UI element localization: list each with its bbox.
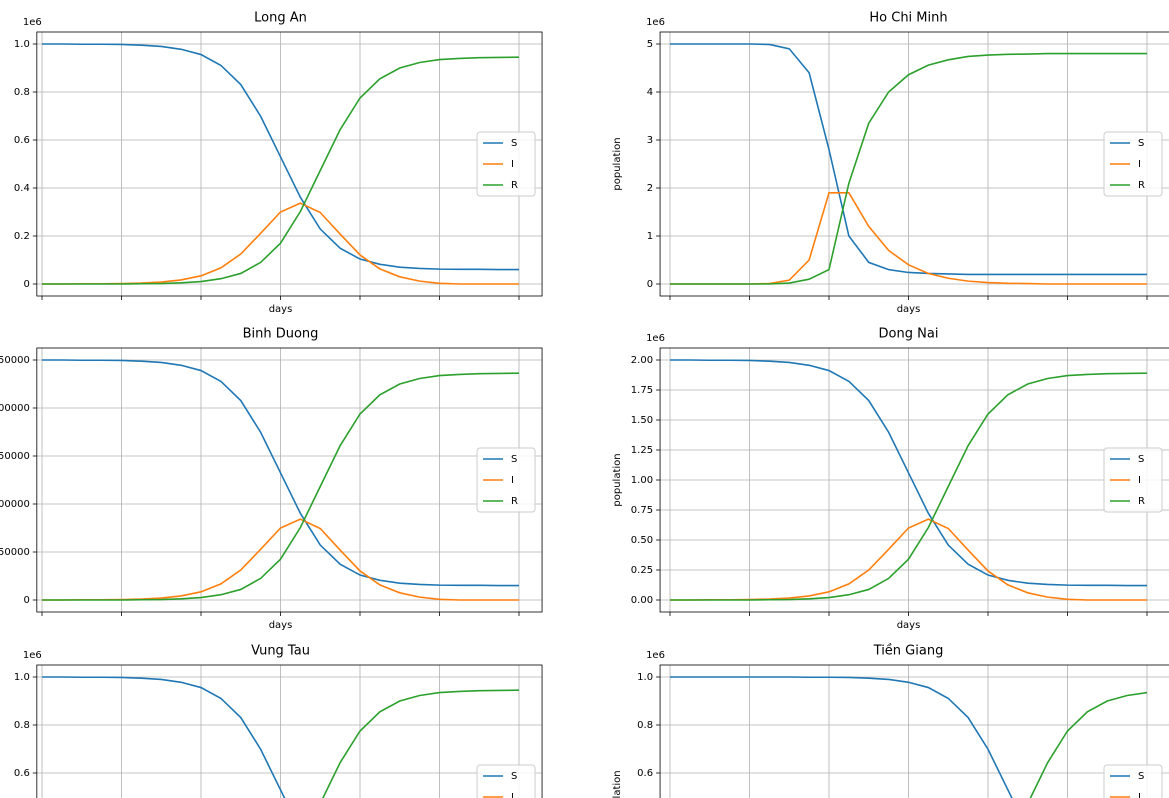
y-tick-label: 5 [647, 39, 653, 50]
y-tick-label: 0.6 [14, 135, 30, 146]
y-tick-label: 1.25 [631, 445, 653, 456]
legend-label: S [511, 454, 517, 465]
legend-label: I [1138, 475, 1141, 486]
y-axis-label: population [612, 770, 623, 798]
legend-label: S [1138, 771, 1144, 782]
chart-title: Long An [254, 11, 307, 26]
chart-title: Ho Chi Minh [869, 11, 947, 26]
legend-box [1103, 764, 1163, 798]
chart-title: Binh Duong [243, 327, 319, 342]
y-tick-label: 0.2 [14, 231, 30, 242]
series-line [42, 676, 286, 798]
legend-label: I [511, 475, 514, 486]
legend-box [476, 131, 536, 197]
chart-title: Dong Nai [879, 327, 939, 342]
legend-label: I [511, 159, 514, 170]
x-axis-label: days [897, 620, 921, 631]
y-tick-label: 1.0 [14, 672, 30, 683]
y-tick-label: 4 [647, 87, 653, 98]
legend-label: S [1138, 138, 1144, 149]
legend-box [1103, 131, 1163, 197]
y-tick-label: 0.8 [14, 720, 30, 731]
y-tick-label: 150000 [0, 451, 30, 462]
y-tick-label: 0.8 [14, 87, 30, 98]
legend-label: S [511, 138, 517, 149]
x-axis-label: days [897, 304, 921, 315]
y-tick-label: 0.25 [631, 565, 653, 576]
y-tick-label: 0.75 [631, 505, 653, 516]
y-tick-label: 1.75 [631, 385, 653, 396]
series-line [42, 56, 520, 285]
subplot: 0 0.2 0.4 0.6 0.8 1.0 Long An 1e6 days SIR [14, 11, 543, 315]
series-line [670, 372, 1148, 601]
series-line [670, 359, 1147, 587]
offset-text: 1e6 [646, 333, 665, 344]
y-tick-label: 0 [647, 279, 653, 290]
axes-frame [36, 664, 543, 798]
x-axis-label: days [269, 304, 293, 315]
offset-text: 1e6 [646, 17, 665, 28]
y-tick-label: 0.6 [14, 768, 30, 779]
legend-label: R [511, 496, 518, 507]
series-line [670, 676, 1013, 798]
legend-label: I [1138, 159, 1141, 170]
offset-text: 1e6 [23, 17, 42, 28]
legend-box [476, 447, 536, 513]
subplot: 0.00 0.25 0.50 0.75 1.00 1.25 1.50 1.75 2.00 Dong… [612, 327, 1169, 631]
legend-label: S [511, 771, 517, 782]
legend-box [476, 764, 536, 798]
axes-frame [36, 31, 543, 297]
subplot: 0 1 2 3 4 5 Ho Chi Minh 1e6 days population SIR [612, 11, 1169, 315]
y-tick-label: 0.00 [631, 595, 653, 606]
axes-frame [659, 31, 1169, 297]
axes-frame [659, 347, 1169, 613]
series-line [42, 372, 520, 601]
series-line [670, 43, 1147, 276]
y-tick-label: 1.00 [631, 475, 653, 486]
legend-label: R [511, 180, 518, 191]
offset-text: 1e6 [646, 650, 665, 661]
y-tick-label: 1.0 [637, 672, 653, 683]
y-tick-label: 2.00 [631, 355, 653, 366]
chart-title: Vung Tau [251, 644, 310, 659]
y-tick-label: 1 [647, 231, 653, 242]
y-axis-label: population [612, 453, 623, 506]
axes-frame [659, 664, 1169, 798]
subplot: 0 50000 100000 150000 200000 250000 Binh Duong… [0, 327, 543, 631]
y-tick-label: 0.50 [631, 535, 653, 546]
y-tick-label: 1.50 [631, 415, 653, 426]
chart-title: Tiền Giang [873, 644, 944, 659]
legend-label: I [1138, 792, 1141, 798]
y-tick-label: 0 [23, 279, 29, 290]
legend-label: S [1138, 454, 1144, 465]
legend-label: R [1138, 180, 1145, 191]
series-line [670, 52, 1147, 285]
series-line [322, 689, 520, 798]
y-tick-label: 0.4 [14, 183, 30, 194]
x-axis-label: days [269, 620, 293, 631]
y-tick-label: 3 [647, 135, 653, 146]
series-line [42, 359, 519, 587]
y-tick-label: 250000 [0, 355, 30, 366]
y-tick-label: 200000 [0, 403, 30, 414]
y-tick-label: 100000 [0, 499, 30, 510]
y-tick-label: 1.0 [14, 39, 30, 50]
y-axis-label: population [612, 137, 623, 190]
offset-text: 1e6 [23, 650, 42, 661]
series-line [42, 43, 519, 271]
y-tick-label: 2 [647, 183, 653, 194]
y-tick-label: 0 [23, 595, 29, 606]
axes-frame [36, 347, 543, 613]
legend-label: I [511, 792, 514, 798]
y-tick-label: 0.6 [637, 768, 653, 779]
series-line [1029, 691, 1148, 798]
y-tick-label: 0.8 [637, 720, 653, 731]
legend-label: R [1138, 496, 1145, 507]
y-tick-label: 50000 [0, 547, 30, 558]
legend-box [1103, 447, 1163, 513]
